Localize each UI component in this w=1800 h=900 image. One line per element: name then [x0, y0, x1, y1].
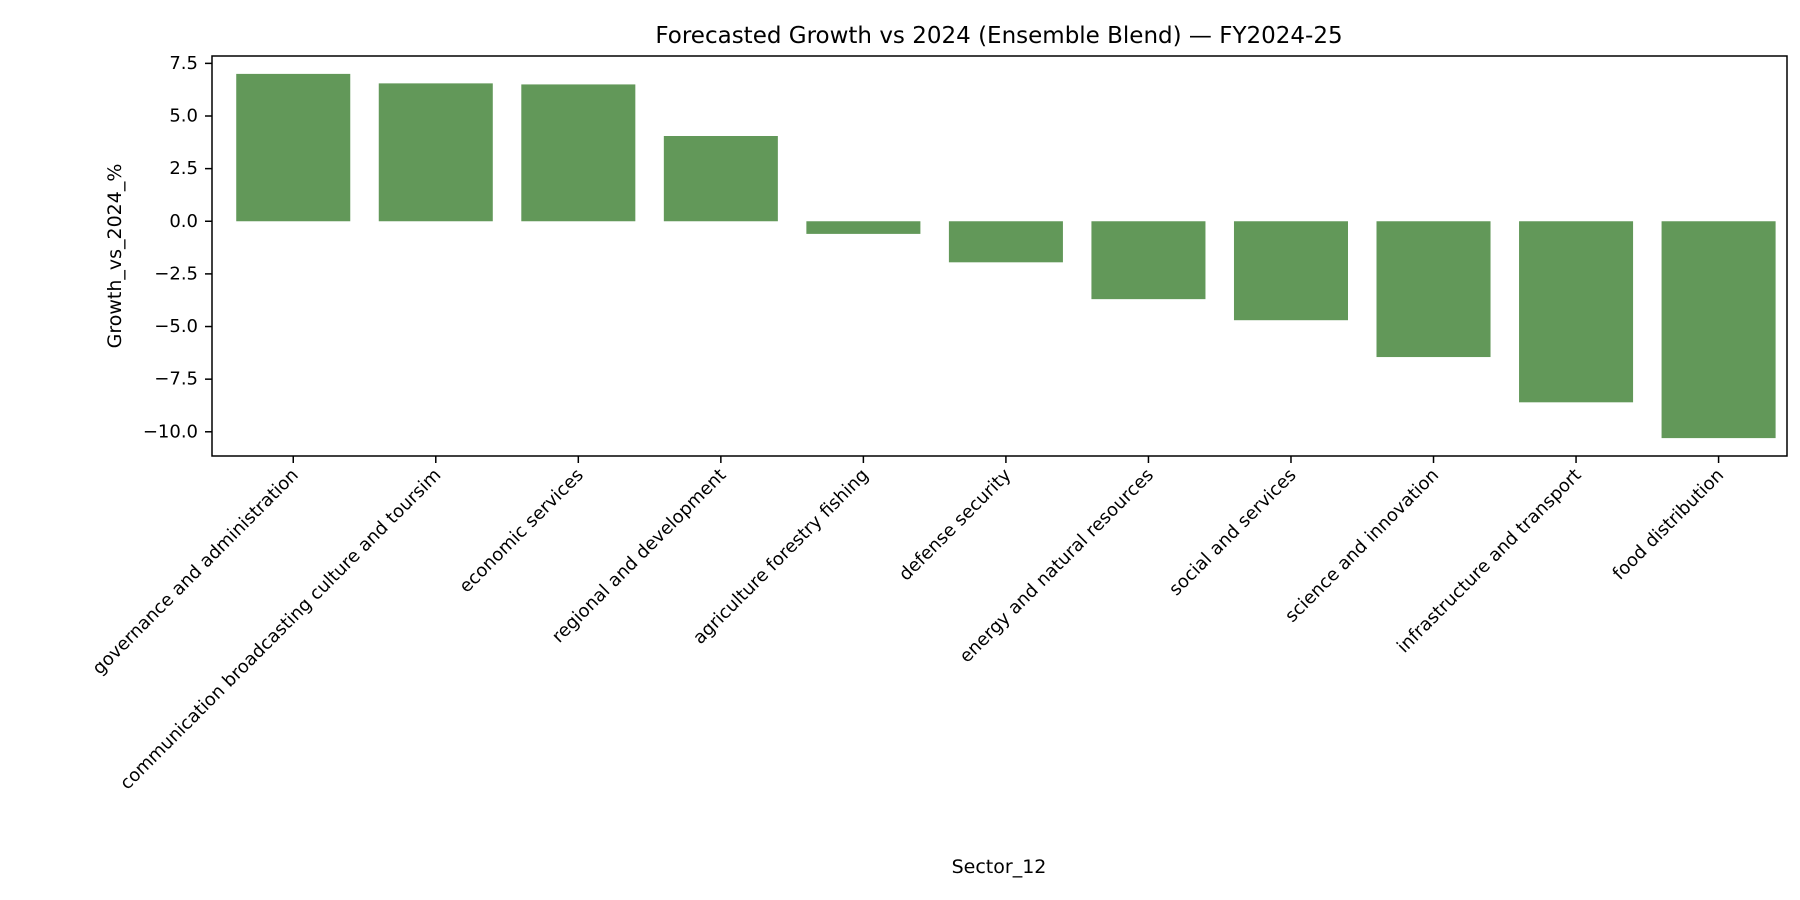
bar-5: [948, 221, 1063, 263]
plot-frame: [211, 55, 1788, 457]
bar-9: [1519, 221, 1634, 403]
x-tick-label: social and services: [1165, 465, 1300, 600]
bar-7: [1233, 221, 1348, 321]
bar-0: [236, 73, 351, 222]
x-tick-label: defense security: [895, 464, 1016, 585]
bar-3: [663, 136, 778, 222]
x-tick-label: communication broadcasting culture and t…: [116, 465, 445, 794]
x-tick-label: food distribution: [1609, 465, 1729, 585]
y-tick-label: −7.5: [154, 369, 198, 390]
bar-6: [1091, 221, 1206, 300]
y-tick-label: 5.0: [169, 106, 198, 127]
bar-1: [378, 83, 493, 222]
y-tick-label: −5.0: [154, 316, 198, 337]
x-axis-ticks: governance and administrationcommunicati…: [88, 456, 1728, 794]
y-tick-label: 0.0: [169, 211, 198, 232]
y-axis-ticks: 7.5 5.0 2.5 0.0 −2.5 −5.0 −7.5 −10.0: [143, 53, 212, 442]
y-axis-label: Growth_vs_2024_%: [104, 164, 126, 349]
y-tick-label: 7.5: [169, 53, 198, 74]
x-tick-label: economic services: [455, 465, 588, 598]
bar-2: [521, 84, 636, 222]
bar-4: [806, 221, 921, 234]
y-tick-label: −10.0: [143, 421, 198, 442]
x-tick-label: science and innovation: [1281, 465, 1443, 627]
bars-layer: [236, 73, 1776, 439]
y-tick-label: −2.5: [154, 263, 198, 284]
y-tick-label: 2.5: [169, 158, 198, 179]
bar-8: [1376, 221, 1491, 358]
bar-10: [1661, 221, 1776, 439]
x-axis-label: Sector_12: [952, 856, 1047, 878]
chart-title: Forecasted Growth vs 2024 (Ensemble Blen…: [655, 23, 1342, 49]
